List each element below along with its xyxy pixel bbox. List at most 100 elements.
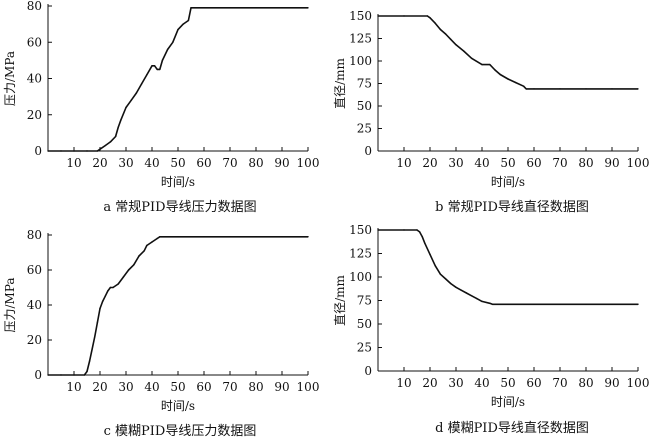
data-point bbox=[96, 321, 99, 324]
data-point bbox=[637, 88, 639, 90]
x-tick-label: 10 bbox=[66, 380, 81, 394]
data-point bbox=[444, 33, 447, 35]
x-tick-label: 20 bbox=[92, 156, 107, 170]
data-point bbox=[499, 73, 501, 76]
x-tick-label: 60 bbox=[526, 156, 541, 170]
data-point bbox=[515, 81, 517, 84]
x-tick-label: 40 bbox=[474, 156, 489, 170]
data-point bbox=[494, 69, 496, 71]
data-point bbox=[533, 303, 535, 305]
data-point bbox=[450, 282, 452, 285]
y-axis-title: 压力/MPa bbox=[3, 277, 17, 332]
x-tick-label: 70 bbox=[222, 156, 237, 170]
x-tick-label: 30 bbox=[448, 156, 463, 170]
data-point bbox=[450, 38, 452, 41]
data-point bbox=[182, 23, 184, 25]
x-tick-label: 90 bbox=[274, 380, 289, 394]
chart-caption: d 模糊PID导线直径数据图 bbox=[435, 420, 589, 436]
data-point bbox=[104, 144, 106, 147]
data-point bbox=[203, 236, 205, 238]
data-point bbox=[418, 231, 421, 233]
data-point bbox=[470, 295, 473, 297]
data-point bbox=[159, 68, 161, 71]
data-point bbox=[439, 273, 442, 275]
data-point bbox=[307, 7, 309, 9]
data-point bbox=[637, 303, 639, 305]
chart-panel-c: 0 20 40 60 80 10 20 30 40 50 60 70 80 90 100 时间/s 压力/MPa… bbox=[3, 228, 319, 439]
chart-panel-a: 0 20 40 60 80 10 20 30 40 50 60 70 80 90 100 时间/s 压力/MPa… bbox=[3, 0, 319, 215]
data-point bbox=[156, 68, 158, 71]
data-point bbox=[491, 303, 494, 305]
x-tick-label: 100 bbox=[627, 376, 650, 390]
data-point bbox=[161, 59, 164, 62]
data-point bbox=[429, 253, 431, 256]
data-point bbox=[559, 88, 561, 90]
data-point bbox=[159, 236, 161, 238]
data-point bbox=[455, 44, 457, 46]
data-point bbox=[88, 360, 91, 362]
data-point bbox=[444, 278, 447, 280]
data-point bbox=[611, 88, 613, 90]
data-point bbox=[60, 374, 62, 376]
y-tick-label: 0 bbox=[34, 144, 42, 158]
data-point bbox=[73, 150, 75, 152]
x-tick-label: 10 bbox=[396, 156, 411, 170]
chart-caption: c 模糊PID导线压力数据图 bbox=[104, 423, 257, 439]
data-point bbox=[377, 15, 379, 17]
data-point bbox=[481, 63, 483, 66]
x-tick-label: 50 bbox=[500, 156, 515, 170]
x-tick-label: 60 bbox=[196, 380, 211, 394]
y-tick-label: 20 bbox=[27, 333, 42, 347]
x-tick-label: 80 bbox=[248, 156, 263, 170]
data-point bbox=[107, 290, 109, 292]
y-tick-label: 0 bbox=[364, 144, 372, 158]
data-point bbox=[489, 63, 491, 66]
data-point bbox=[99, 148, 101, 150]
data-point bbox=[172, 41, 174, 43]
y-tick-label: 60 bbox=[27, 263, 42, 277]
data-point bbox=[146, 244, 148, 247]
data-point bbox=[229, 236, 231, 238]
chart-caption: a 常规PID导线压力数据图 bbox=[103, 200, 256, 215]
data-point bbox=[403, 229, 405, 231]
data-point bbox=[109, 286, 112, 289]
y-tick-label: 50 bbox=[357, 317, 372, 331]
data-point bbox=[489, 302, 491, 305]
data-point bbox=[424, 242, 426, 244]
x-tick-label: 50 bbox=[170, 380, 185, 394]
data-series-line bbox=[378, 15, 638, 90]
data-point bbox=[229, 7, 231, 9]
data-point bbox=[117, 126, 119, 129]
x-tick-label: 20 bbox=[422, 376, 437, 390]
data-point bbox=[439, 28, 442, 31]
data-point bbox=[281, 7, 283, 9]
data-point bbox=[585, 303, 587, 305]
data-point bbox=[177, 28, 179, 31]
x-tick-label: 70 bbox=[552, 376, 567, 390]
data-point bbox=[153, 65, 156, 67]
y-tick-label: 60 bbox=[27, 35, 42, 49]
x-tick-label: 80 bbox=[578, 376, 593, 390]
data-point bbox=[507, 303, 509, 305]
data-point bbox=[255, 236, 257, 238]
data-point bbox=[140, 83, 143, 85]
x-tick-label: 40 bbox=[144, 380, 159, 394]
data-point bbox=[112, 286, 114, 289]
data-point bbox=[73, 374, 75, 376]
data-point bbox=[114, 135, 117, 138]
data-point bbox=[460, 289, 462, 291]
data-series-line bbox=[378, 229, 638, 306]
x-tick-label: 60 bbox=[526, 376, 541, 390]
data-point bbox=[525, 88, 527, 90]
data-point bbox=[117, 283, 119, 285]
data-point bbox=[463, 50, 465, 52]
data-point bbox=[255, 7, 257, 9]
data-point bbox=[127, 269, 130, 271]
y-tick-label: 80 bbox=[27, 228, 42, 242]
data-point bbox=[122, 276, 125, 278]
data-point bbox=[47, 374, 49, 376]
x-tick-label: 60 bbox=[196, 156, 211, 170]
data-point bbox=[146, 74, 148, 76]
x-axis-title: 时间/s bbox=[161, 175, 195, 189]
data-point bbox=[434, 265, 436, 267]
